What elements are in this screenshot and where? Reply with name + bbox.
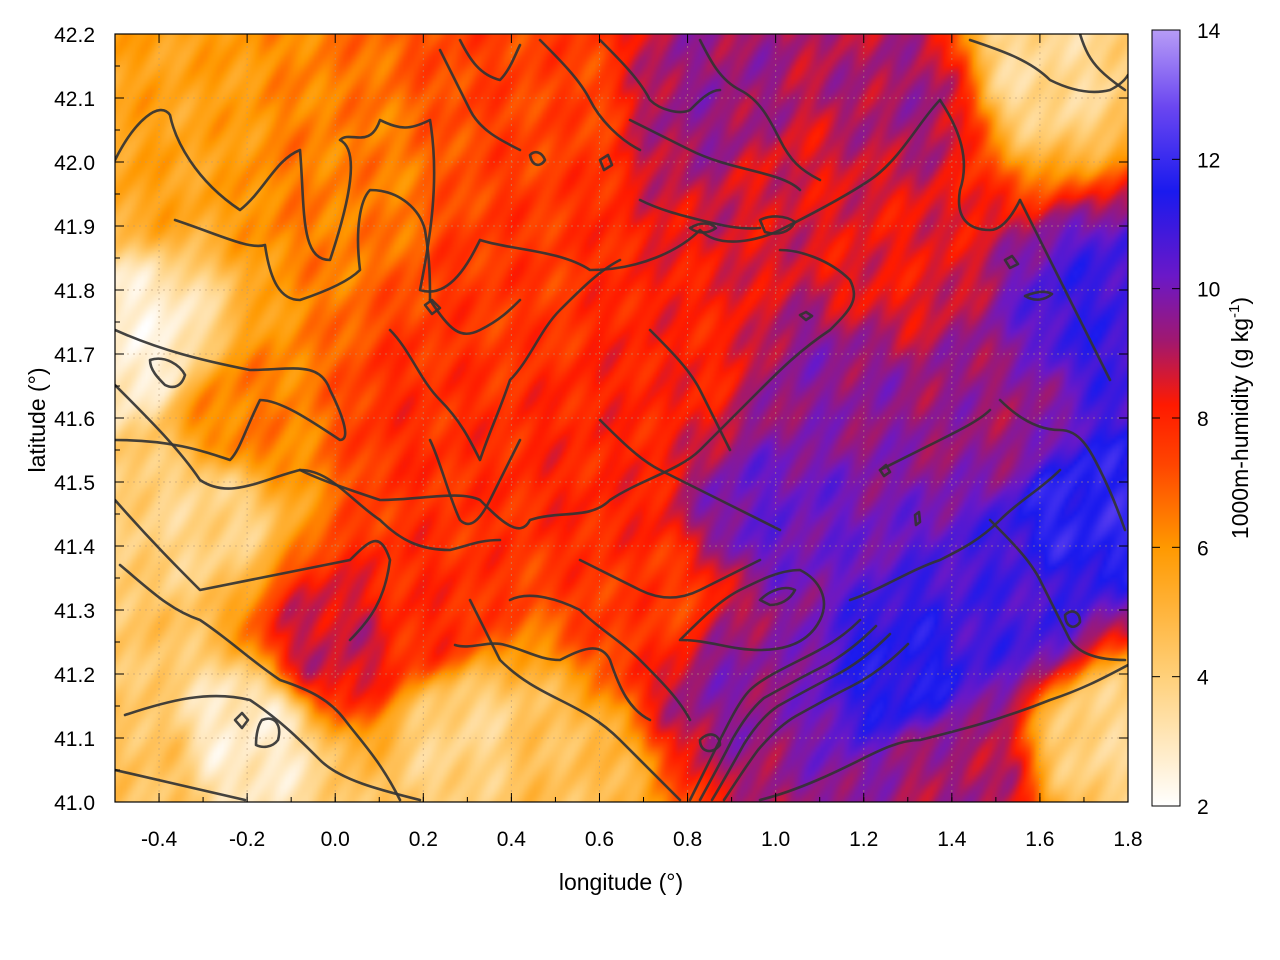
x-tick-label: 1.4	[937, 828, 967, 851]
contour-line	[848, 468, 1062, 602]
contour-lines	[115, 34, 1128, 802]
colorbar-tick-label: 6	[1197, 537, 1209, 560]
contour-line	[115, 383, 502, 552]
contour-line	[1018, 198, 1112, 382]
contour-line	[423, 298, 442, 316]
colorbar-tick-label: 4	[1197, 667, 1209, 690]
contour-line	[968, 38, 1128, 94]
y-tick-label: 41.2	[54, 664, 95, 687]
contour-line	[598, 418, 782, 532]
contour-line	[123, 694, 422, 802]
y-tick-label: 41.3	[54, 600, 95, 623]
contour-line	[678, 568, 826, 652]
colorbar-label-main: 1000m-humidity (g kg	[1227, 318, 1253, 539]
contour-line	[538, 38, 642, 152]
contour-line	[1078, 34, 1127, 92]
contour-line	[428, 438, 522, 526]
y-axis-ticks: 41.0 41.1 41.2 41.3 41.4 41.5 41.6 41.7 41.8 41.9…	[54, 24, 1128, 815]
contour-line	[115, 498, 392, 642]
contour-line	[688, 222, 718, 234]
x-tick-label: 0.0	[321, 828, 350, 851]
y-tick-label: 42.1	[54, 88, 95, 111]
contour-line	[115, 98, 942, 293]
y-tick-label: 41.6	[54, 408, 95, 431]
colorbar-ticks: 2 4 6 8 10 12 14	[1152, 20, 1221, 819]
colorbar-tick-label: 10	[1197, 279, 1220, 302]
y-axis-label: latitude (°)	[24, 367, 50, 472]
contour-line	[148, 357, 187, 389]
contour-line	[118, 563, 402, 802]
contour-line	[388, 258, 622, 462]
x-tick-label: -0.2	[229, 828, 265, 851]
contour-line	[698, 733, 722, 753]
y-tick-label: 41.8	[54, 280, 95, 303]
colorbar-tick-label: 8	[1197, 408, 1209, 431]
contour-line	[438, 48, 522, 152]
contour-line	[115, 328, 347, 462]
x-axis-ticks: -0.4 -0.2 0.0 0.2 0.4 0.6 0.8 1.0 1.2 1.4 1.6 1.8	[114, 34, 1143, 851]
contour-line	[428, 298, 522, 336]
y-tick-label: 41.4	[54, 536, 95, 559]
x-tick-label: 0.8	[673, 828, 702, 851]
contour-line	[1003, 254, 1020, 270]
y-tick-label: 41.1	[54, 728, 95, 751]
contour-line	[938, 98, 1022, 232]
x-tick-label: 0.2	[409, 828, 438, 851]
contour-line	[173, 188, 432, 302]
contour-line	[648, 328, 732, 452]
x-tick-label: -0.4	[141, 828, 178, 851]
x-tick-label: 1.8	[1113, 828, 1142, 851]
contour-line	[758, 215, 797, 235]
contour-line	[508, 594, 692, 722]
contour-line	[688, 618, 862, 802]
contour-line	[598, 153, 614, 172]
contour-line	[722, 642, 910, 802]
y-tick-label: 41.9	[54, 216, 95, 239]
contour-line	[598, 38, 722, 114]
contour-line	[233, 711, 250, 730]
x-tick-label: 1.2	[849, 828, 878, 851]
y-tick-label: 41.5	[54, 472, 95, 495]
contour-line	[710, 632, 892, 802]
x-axis-label: longitude (°)	[559, 869, 683, 895]
contour-line	[115, 768, 247, 802]
x-tick-label: 0.4	[497, 828, 527, 851]
contour-line	[528, 150, 547, 167]
contour-line	[998, 398, 1127, 532]
contour-line	[878, 463, 892, 478]
contour-line	[458, 38, 522, 82]
contour-line	[1023, 290, 1054, 301]
x-tick-label: 1.0	[761, 828, 790, 851]
contour-line	[698, 624, 878, 802]
x-tick-label: 0.6	[585, 828, 614, 851]
y-tick-label: 41.7	[54, 344, 95, 367]
contour-line	[628, 118, 802, 192]
contour-line	[878, 408, 992, 472]
contour-line	[1063, 610, 1082, 629]
colorbar-label: 1000m-humidity (g kg-1)	[1226, 297, 1253, 539]
colorbar-tick-label: 2	[1197, 796, 1209, 819]
contour-line	[254, 717, 281, 749]
contour-line	[758, 586, 797, 607]
contour-line	[638, 198, 762, 230]
y-tick-label: 41.0	[54, 792, 95, 815]
contour-line	[913, 510, 922, 527]
colorbar-tick-label: 12	[1197, 149, 1220, 172]
contour-line	[988, 518, 1127, 662]
contour-line	[798, 310, 814, 322]
colorbar-label-close: )	[1227, 297, 1253, 305]
contour-line	[453, 642, 652, 722]
contour-line	[298, 248, 856, 530]
colorbar-tick-label: 14	[1197, 20, 1221, 43]
contour-line	[758, 663, 1128, 802]
contour-line	[578, 558, 762, 599]
contour-line	[698, 38, 822, 182]
y-tick-label: 42.2	[54, 24, 95, 47]
y-tick-label: 42.0	[54, 152, 95, 175]
colorbar-label-exponent: -1	[1226, 305, 1243, 318]
x-tick-label: 1.6	[1025, 828, 1054, 851]
